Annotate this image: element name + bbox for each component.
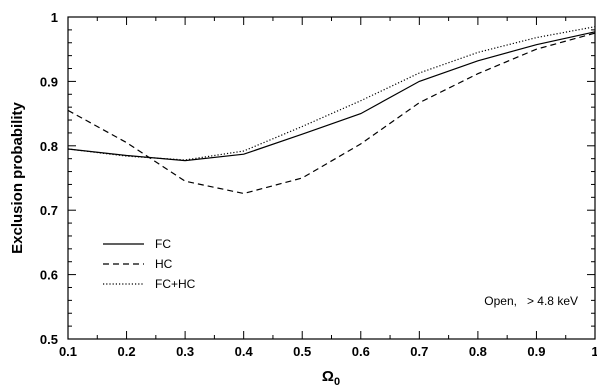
- x-axis-label: Ω0: [322, 368, 340, 385]
- axis-ticks: 0.1 0.2 0.3 0.4 0.5 0.6 0.7 0.8 0.9 1 0.5 0.6 0.7 0.8…: [40, 10, 597, 359]
- x-tick-label: 0.4: [235, 344, 254, 359]
- x-tick-label: 0.8: [469, 344, 487, 359]
- legend-label: FC+HC: [155, 277, 196, 291]
- plot-frame: [67, 16, 596, 340]
- y-tick-label: 0.9: [40, 74, 58, 89]
- x-tick-label: 0.7: [410, 344, 428, 359]
- x-axis-label-subscript: 0: [334, 376, 340, 385]
- series-line-hc: [67, 32, 596, 195]
- x-tick-label: 0.6: [352, 344, 370, 359]
- x-tick-label: 0.1: [59, 344, 77, 359]
- y-tick-label: 0.8: [40, 139, 58, 154]
- series-lines: [67, 26, 596, 195]
- y-tick-label: 1: [51, 10, 58, 25]
- legend-label: HC: [155, 257, 173, 271]
- y-tick-label: 0.5: [40, 332, 58, 347]
- x-tick-label: 0.9: [527, 344, 545, 359]
- y-tick-label: 0.7: [40, 203, 58, 218]
- x-tick-label: 1: [591, 344, 597, 359]
- y-axis-label: Exclusion probability: [9, 102, 26, 254]
- x-tick-label: 0.3: [176, 344, 194, 359]
- series-line-fc-hc: [67, 26, 596, 161]
- series-line-fc: [67, 31, 596, 162]
- legend: FC HC FC+HC: [103, 237, 196, 291]
- y-tick-label: 0.6: [40, 268, 58, 283]
- x-axis-label-symbol: Ω: [322, 368, 334, 385]
- x-tick-label: 0.5: [293, 344, 311, 359]
- annotation-open-energy: Open, > 4.8 keV: [484, 294, 578, 308]
- legend-label: FC: [155, 237, 171, 251]
- x-tick-label: 0.2: [118, 344, 136, 359]
